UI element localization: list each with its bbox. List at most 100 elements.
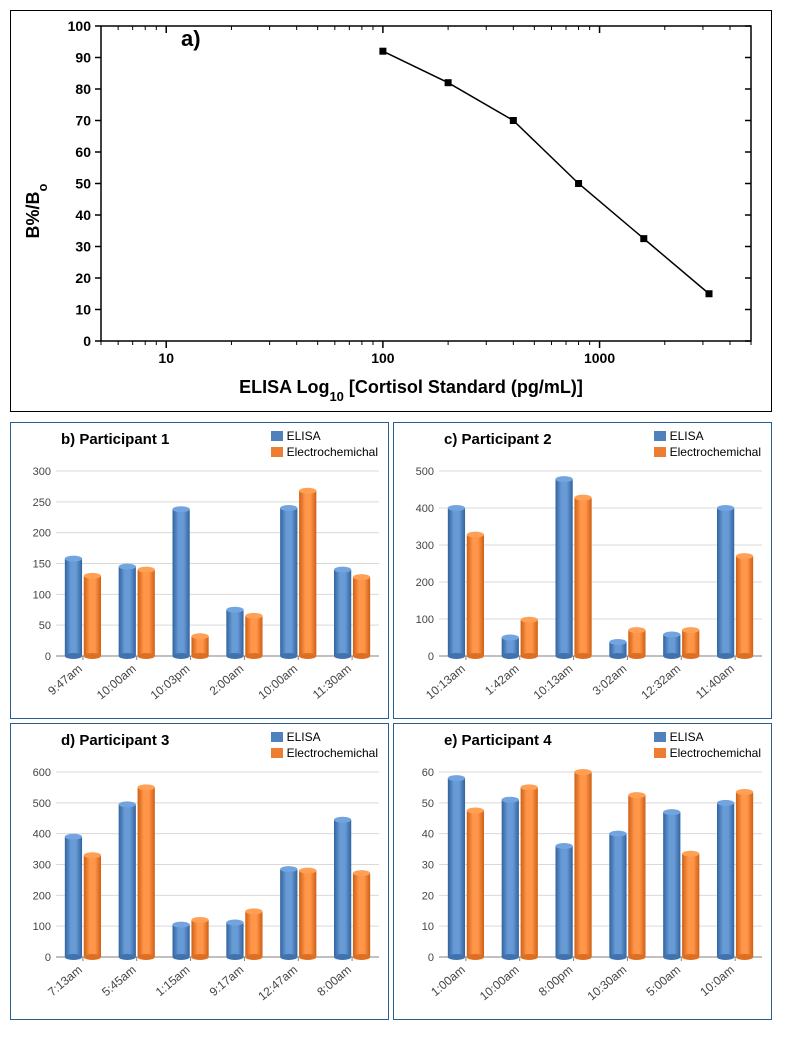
svg-text:100: 100 bbox=[416, 614, 434, 626]
svg-text:1:00am: 1:00am bbox=[428, 963, 468, 999]
svg-text:3:02am: 3:02am bbox=[590, 662, 630, 698]
svg-text:B%/Bo: B%/Bo bbox=[23, 183, 50, 238]
svg-text:30: 30 bbox=[75, 239, 91, 255]
svg-text:10: 10 bbox=[422, 921, 434, 933]
svg-text:11:40am: 11:40am bbox=[693, 662, 737, 702]
svg-text:5:00am: 5:00am bbox=[644, 963, 684, 999]
panel-c: c) Participant 2 ELISA Electrochemichal … bbox=[393, 422, 772, 719]
svg-text:50: 50 bbox=[75, 176, 91, 192]
panel-d: d) Participant 3 ELISA Electrochemichal … bbox=[10, 723, 389, 1020]
svg-text:10:30am: 10:30am bbox=[585, 963, 630, 1004]
svg-text:0: 0 bbox=[45, 952, 51, 964]
svg-text:10: 10 bbox=[75, 302, 91, 318]
svg-text:5:45am: 5:45am bbox=[99, 963, 139, 999]
svg-text:200: 200 bbox=[33, 890, 51, 902]
svg-text:600: 600 bbox=[33, 767, 51, 779]
panel-b-legend: ELISA Electrochemichal bbox=[271, 429, 378, 461]
svg-text:250: 250 bbox=[33, 497, 51, 509]
bar-panel-grid: b) Participant 1 ELISA Electrochemichal … bbox=[10, 422, 772, 1020]
svg-text:300: 300 bbox=[416, 540, 434, 552]
svg-text:100: 100 bbox=[33, 921, 51, 933]
svg-text:7:13am: 7:13am bbox=[45, 963, 85, 999]
panel-e-svg: 0 10 20 30 40 50 60 1:00am10:00am 8:00pm10:30am 5… bbox=[394, 724, 772, 1019]
panel-d-legend: ELISA Electrochemichal bbox=[271, 730, 378, 762]
svg-text:400: 400 bbox=[33, 829, 51, 841]
svg-text:60: 60 bbox=[422, 767, 434, 779]
svg-text:11:30am: 11:30am bbox=[310, 662, 354, 702]
line-chart-svg: 0102030405060708090100101001000B%/BoELIS… bbox=[11, 11, 771, 411]
svg-text:10:13am: 10:13am bbox=[423, 662, 468, 703]
panel-e-legend: ELISA Electrochemichal bbox=[654, 730, 761, 762]
legend-swatch-electro bbox=[654, 748, 666, 758]
svg-text:60: 60 bbox=[75, 144, 91, 160]
legend-label-elisa: ELISA bbox=[670, 730, 704, 744]
panel-c-title: c) Participant 2 bbox=[444, 431, 552, 448]
svg-text:1:15am: 1:15am bbox=[153, 963, 193, 999]
svg-text:10:03pm: 10:03pm bbox=[148, 662, 193, 703]
svg-text:300: 300 bbox=[33, 860, 51, 872]
svg-text:100: 100 bbox=[68, 18, 92, 34]
svg-text:30: 30 bbox=[422, 860, 434, 872]
legend-swatch-electro bbox=[271, 748, 283, 758]
legend-label-electro: Electrochemichal bbox=[670, 445, 761, 459]
legend-label-elisa: ELISA bbox=[287, 429, 321, 443]
svg-text:500: 500 bbox=[33, 798, 51, 810]
panel-e: e) Participant 4 ELISA Electrochemichal … bbox=[393, 723, 772, 1020]
svg-text:150: 150 bbox=[33, 559, 51, 571]
svg-text:200: 200 bbox=[33, 528, 51, 540]
svg-text:400: 400 bbox=[416, 503, 434, 515]
legend-label-electro: Electrochemichal bbox=[670, 746, 761, 760]
legend-swatch-electro bbox=[654, 447, 666, 457]
panel-c-svg: 010020030040050010:13am1:42am10:13am3:02… bbox=[394, 423, 772, 718]
panel-b: b) Participant 1 ELISA Electrochemichal … bbox=[10, 422, 389, 719]
svg-text:9:17am: 9:17am bbox=[207, 963, 247, 999]
legend-swatch-elisa bbox=[654, 732, 666, 742]
svg-text:500: 500 bbox=[416, 466, 434, 478]
svg-text:0: 0 bbox=[428, 952, 434, 964]
svg-text:9:47am: 9:47am bbox=[45, 662, 85, 698]
svg-text:12:47am: 12:47am bbox=[255, 963, 300, 1004]
legend-swatch-elisa bbox=[271, 431, 283, 441]
svg-text:0: 0 bbox=[428, 651, 434, 663]
svg-text:8:00am: 8:00am bbox=[314, 963, 354, 999]
panel-a-label: a) bbox=[181, 26, 201, 52]
svg-text:40: 40 bbox=[75, 207, 91, 223]
svg-text:50: 50 bbox=[39, 620, 51, 632]
panel-d-svg: 0 100 200 300 400 500 600 7:13am 5:45am 1:15am 9:1… bbox=[11, 724, 389, 1019]
svg-text:100: 100 bbox=[371, 350, 395, 366]
svg-text:50: 50 bbox=[422, 798, 434, 810]
svg-text:1:42am: 1:42am bbox=[482, 662, 522, 698]
svg-text:1000: 1000 bbox=[584, 350, 615, 366]
svg-text:10:0am: 10:0am bbox=[697, 963, 737, 999]
svg-text:80: 80 bbox=[75, 81, 91, 97]
legend-label-electro: Electrochemichal bbox=[287, 746, 378, 760]
svg-text:12:32am: 12:32am bbox=[638, 662, 683, 703]
svg-text:20: 20 bbox=[75, 270, 91, 286]
svg-text:20: 20 bbox=[422, 890, 434, 902]
svg-text:8:00pm: 8:00pm bbox=[536, 963, 576, 999]
svg-text:200: 200 bbox=[416, 577, 434, 589]
svg-text:2:00am: 2:00am bbox=[207, 662, 247, 698]
panel-e-title: e) Participant 4 bbox=[444, 732, 552, 749]
svg-text:10:00am: 10:00am bbox=[255, 662, 300, 703]
panel-d-title: d) Participant 3 bbox=[61, 732, 169, 749]
svg-text:100: 100 bbox=[33, 589, 51, 601]
svg-text:90: 90 bbox=[75, 50, 91, 66]
panel-b-title: b) Participant 1 bbox=[61, 431, 169, 448]
panel-c-legend: ELISA Electrochemichal bbox=[654, 429, 761, 461]
legend-label-electro: Electrochemichal bbox=[287, 445, 378, 459]
panel-a-line-chart: a) 0102030405060708090100101001000B%/BoE… bbox=[10, 10, 772, 412]
svg-text:10:00am: 10:00am bbox=[94, 662, 139, 703]
svg-text:40: 40 bbox=[422, 829, 434, 841]
svg-text:ELISA Log10 [Cortisol Standard: ELISA Log10 [Cortisol Standard (pg/mL)] bbox=[239, 377, 583, 404]
svg-text:10:13am: 10:13am bbox=[531, 662, 576, 703]
svg-text:300: 300 bbox=[33, 466, 51, 478]
legend-label-elisa: ELISA bbox=[287, 730, 321, 744]
legend-label-elisa: ELISA bbox=[670, 429, 704, 443]
svg-text:70: 70 bbox=[75, 113, 91, 129]
svg-text:10:00am: 10:00am bbox=[477, 963, 522, 1004]
legend-swatch-elisa bbox=[654, 431, 666, 441]
panel-b-svg: 0501001502002503009:47am10:00am10:03pm2:… bbox=[11, 423, 389, 718]
legend-swatch-elisa bbox=[271, 732, 283, 742]
svg-text:10: 10 bbox=[158, 350, 174, 366]
